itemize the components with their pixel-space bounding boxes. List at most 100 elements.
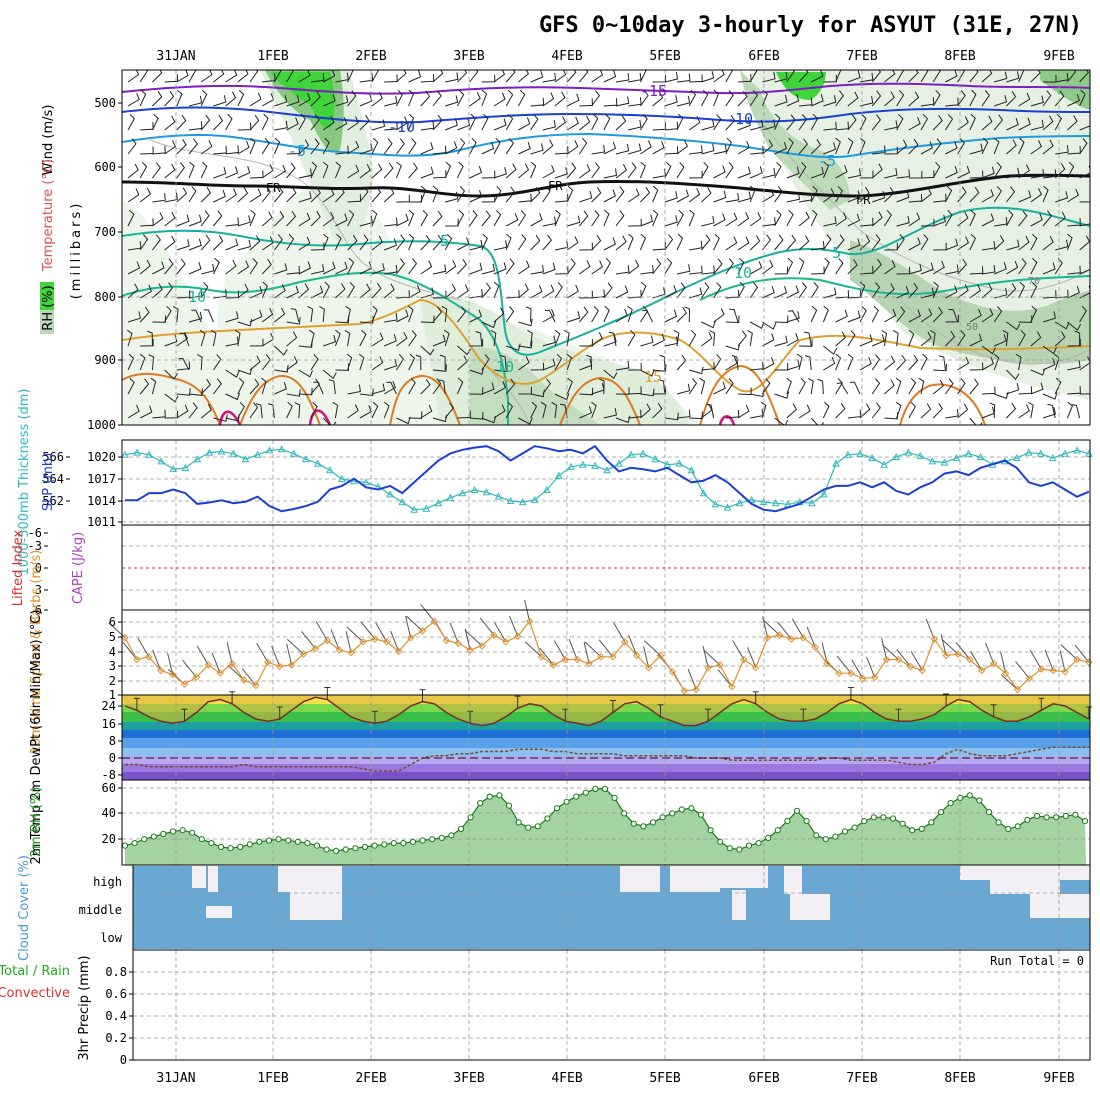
precip-panel: 0.8 0.6 0.4 0.2 0 Run Total = 0 Total / Rain… — [0, 949, 1091, 1067]
rh-point — [227, 845, 234, 852]
date-top-6: 6FEB — [748, 49, 779, 64]
rh-point — [419, 837, 426, 844]
label-rh70: 70 — [1028, 276, 1040, 287]
thickness-point — [591, 461, 599, 469]
rh-point — [505, 802, 513, 809]
wind-point — [264, 658, 272, 667]
wind-point — [704, 663, 712, 672]
date-bottom-3: 3FEB — [453, 1071, 484, 1086]
wind-point — [252, 681, 260, 690]
label-precip: 3hr Precip (mm) — [77, 955, 92, 1060]
rh-point — [352, 845, 359, 852]
rh-point — [477, 800, 484, 807]
rh-point — [669, 810, 676, 817]
label-minus15: -15 — [640, 82, 667, 100]
wind-point — [668, 668, 677, 676]
surface-wind-barbs — [108, 599, 1090, 692]
rh-point — [131, 840, 138, 847]
date-axis-bottom: 31JAN 1FEB 2FEB 3FEB 4FEB 5FEB 6FEB 7FEB 8FEB 9FE… — [156, 1071, 1074, 1086]
rh-point — [160, 830, 167, 838]
thickness-point — [265, 446, 274, 454]
rh-point — [496, 792, 503, 799]
wind-point — [454, 639, 462, 647]
rh-point — [1062, 812, 1069, 820]
thickness-point — [554, 471, 563, 479]
label-convective: Convective — [0, 986, 70, 1001]
date-top-4: 4FEB — [551, 49, 582, 64]
rh-point — [822, 836, 829, 843]
date-top-3: 3FEB — [453, 49, 484, 64]
thickness-point — [518, 498, 527, 506]
wind-point — [311, 644, 320, 653]
date-bottom-5: 5FEB — [649, 1071, 680, 1086]
wind-point — [989, 659, 998, 668]
wind-point — [882, 655, 891, 664]
rh-point — [141, 836, 148, 843]
thickness-point — [386, 490, 394, 498]
rh-point — [256, 838, 263, 845]
date-bottom-9: 9FEB — [1043, 1071, 1074, 1086]
rh-point — [582, 789, 589, 796]
tick-label: 0 — [109, 751, 116, 765]
wind-point — [537, 653, 546, 661]
rh-point — [486, 793, 493, 800]
tick-label: 3 — [35, 583, 42, 597]
thickness-point — [711, 500, 720, 508]
date-bottom-0: 31JAN — [156, 1071, 195, 1086]
thickness-point — [844, 450, 852, 458]
rh-point — [457, 825, 465, 833]
wind-point — [585, 659, 593, 668]
thickness-point — [157, 457, 166, 465]
rh-point — [1033, 812, 1041, 820]
thickness-point — [856, 449, 864, 457]
wind-point — [204, 661, 213, 669]
thickness-point — [470, 485, 479, 493]
rh-point — [573, 793, 580, 800]
rh-point — [429, 836, 436, 843]
rh-point — [928, 819, 935, 826]
rh-point — [688, 805, 695, 812]
rh-point — [189, 829, 196, 836]
wind-point — [121, 633, 129, 642]
wind-point — [751, 663, 760, 672]
thickness-markers — [121, 445, 1093, 513]
wind-point — [180, 680, 189, 688]
thickness-point — [145, 450, 153, 458]
rh-point — [265, 837, 273, 844]
rh-point — [678, 806, 685, 813]
chart-title: GFS 0~10day 3-hourly for ASYUT (31E, 27N… — [539, 13, 1082, 38]
label-5a: 5 — [440, 232, 449, 250]
rh-point — [525, 824, 532, 831]
wind-point — [347, 648, 355, 657]
rh-point — [438, 834, 445, 842]
rh-point — [381, 841, 388, 848]
rh-point — [323, 846, 330, 853]
thickness-point — [422, 504, 431, 512]
wind-point — [1025, 674, 1034, 683]
thickness-point — [253, 450, 262, 458]
wind-speed-markers — [121, 617, 1093, 695]
wind-point — [870, 673, 879, 682]
temperature-area — [122, 695, 1090, 726]
label-10m-wind: 10m Wind Speed & Barbs (m/s) — [29, 550, 44, 755]
rh-markers — [121, 785, 1089, 854]
tick-label: -8 — [102, 768, 116, 782]
date-bottom-7: 7FEB — [846, 1071, 877, 1086]
date-axis-top: 31JAN 1FEB 2FEB 3FEB 4FEB 5FEB 6FEB 7FEB 8FEB 9FE… — [156, 49, 1074, 64]
tick-label: 700 — [94, 225, 116, 239]
thickness-point — [928, 457, 937, 465]
thickness-point — [771, 499, 780, 507]
wind-point — [621, 638, 629, 646]
label-10b: 10 — [734, 264, 752, 282]
rh-point — [899, 820, 906, 827]
contour-15 — [122, 298, 1090, 393]
rh-point — [467, 814, 474, 821]
upper-wind-barbs — [126, 70, 1090, 425]
tick-label: 1000 — [87, 418, 116, 432]
wind-point — [371, 635, 379, 643]
rh-point — [198, 836, 205, 843]
wind-point — [740, 655, 748, 664]
rh-point — [563, 798, 570, 805]
wind-point — [442, 636, 451, 645]
